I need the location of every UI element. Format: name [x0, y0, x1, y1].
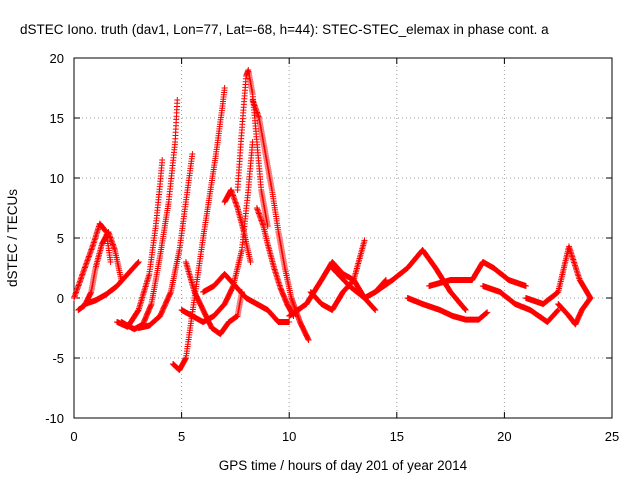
y-tick-label: 15	[50, 111, 64, 126]
grid-layer	[74, 58, 612, 418]
series-arc-21	[479, 283, 562, 325]
series-arc-7	[170, 85, 228, 373]
y-tick-label: -10	[45, 411, 64, 426]
chart-title: dSTEC Iono. truth (dav1, Lon=77, Lat=-68…	[20, 22, 549, 37]
series-arc-14	[200, 271, 293, 325]
series-markers	[479, 283, 562, 325]
y-axis-label: dSTEC / TECUs	[5, 189, 20, 287]
y-tick-label: 5	[57, 231, 64, 246]
x-tick-label: 10	[282, 429, 296, 444]
series-markers	[200, 271, 293, 325]
series-markers	[555, 295, 594, 328]
series-arc-20	[426, 259, 529, 289]
series-markers	[81, 259, 142, 307]
series-layer	[71, 67, 594, 373]
tick-layer: 0 5 10 15 20 25 -10 -5 0 5 10 15 20	[45, 51, 619, 444]
series-arc-23	[555, 295, 594, 328]
series-markers	[372, 247, 469, 313]
series-markers	[404, 295, 491, 323]
series-arc-3	[81, 259, 142, 307]
x-tick-label: 15	[390, 429, 404, 444]
series-markers	[135, 151, 196, 331]
x-tick-label: 20	[497, 429, 511, 444]
series-arc-12	[221, 187, 254, 265]
plot-frame	[73, 57, 613, 419]
series-arc-6	[135, 151, 196, 331]
x-tick-label: 0	[70, 429, 77, 444]
x-tick-label: 25	[605, 429, 619, 444]
series-markers	[170, 85, 228, 373]
series-markers	[182, 259, 245, 337]
series-markers	[249, 97, 312, 343]
y-tick-label: 20	[50, 51, 64, 66]
x-axis-label: GPS time / hours of day 201 of year 2014	[219, 458, 468, 473]
x-tick-label: 5	[178, 429, 185, 444]
series-arc-11	[249, 97, 312, 343]
series-markers	[221, 187, 254, 265]
series-arc-19	[404, 295, 491, 323]
series-arc-4	[114, 157, 166, 330]
series-markers	[114, 157, 166, 330]
y-tick-label: 0	[57, 291, 64, 306]
series-arc-22	[522, 243, 594, 307]
y-tick-label: 10	[50, 171, 64, 186]
series-markers	[71, 220, 114, 301]
series-markers	[522, 243, 594, 307]
series-arc-18	[372, 247, 469, 313]
y-tick-label: -5	[52, 351, 64, 366]
series-markers	[286, 237, 368, 319]
series-arc-13	[253, 205, 297, 319]
series-markers	[253, 205, 297, 319]
series-arc-1	[71, 220, 114, 301]
series-markers	[426, 259, 529, 289]
series-arc-15	[286, 237, 368, 319]
series-arc-8	[182, 259, 245, 337]
